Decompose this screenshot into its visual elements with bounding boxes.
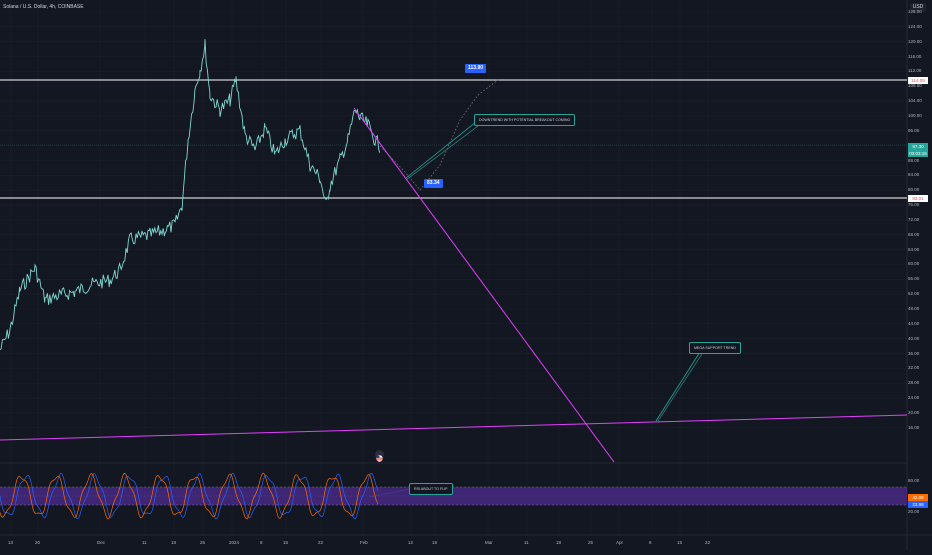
price-tick: 24.00 [908,395,920,401]
callout-high[interactable]: 113.90 [465,64,487,73]
note-connector [655,351,701,422]
note-support[interactable]: MEGA SUPPORT TREND [689,342,741,354]
price-tick: 96.00 [908,127,920,133]
note-connector [657,353,703,422]
price-tick: 36.00 [908,350,920,356]
time-tick: 22 [318,540,324,545]
oscillator-tag: 42.09 [908,494,928,501]
price-line [0,39,381,351]
price-tick: 84.00 [908,172,920,178]
price-tick: 60.00 [908,261,920,267]
price-tick: 104.00 [908,98,922,104]
price-tick: 40.00 [908,335,920,341]
callout-low[interactable]: 83.34 [424,179,443,188]
oscillator-tag: 23.98 [908,501,928,508]
symbol-title: Solana / U.S. Dollar, 4h, COINBASE [3,4,84,10]
stoch-rsi-k [0,472,379,520]
stoch-rsi-d [0,472,379,520]
price-tick: 80.00 [908,187,920,193]
price-tick: 28.00 [908,380,920,386]
time-tick: 2024 [229,540,240,545]
note-connector [405,125,479,181]
time-tick: Dec [97,540,106,545]
price-tick: 16.00 [908,424,920,430]
price-tick: 72.00 [908,216,920,222]
price-tick: 128.00 [908,9,922,14]
price-tick: 76.00 [908,202,920,208]
time-tick: 8 [649,540,652,545]
price-level-tag: 97.30 [908,143,928,150]
time-tick: 12 [408,540,414,545]
price-tick: 100.00 [908,112,922,118]
price-tick: 64.00 [908,246,920,252]
note-downtrend[interactable]: DOWNTREND WITH POTENTIAL BREAKOUT COMING [474,114,576,126]
price-tick: 108.00 [908,83,922,89]
time-tick: 13 [8,540,14,545]
price-tick: 20.00 [908,409,920,415]
time-tick: 20 [35,540,41,545]
price-tick: 124.00 [908,23,922,29]
downtrend-line [353,107,615,463]
price-level-tag: 83.01 [908,195,928,202]
projection-path [379,79,499,191]
currency-button[interactable]: USD [910,3,926,12]
price-tick: 32.00 [908,365,920,371]
price-tick: 120.00 [908,38,922,44]
time-tick: Mar [485,540,493,545]
time-tick: 25 [200,540,206,545]
time-tick: 19 [432,540,438,545]
us-flag-icon[interactable] [375,450,384,462]
time-tick: Apr [616,540,624,545]
price-tick: 44.00 [908,320,920,326]
time-tick: 18 [556,540,562,545]
mega-support-trendline [0,414,908,441]
oscillator-tick: 80.00 [908,478,920,483]
price-tick: 88.00 [908,157,920,163]
note-rsi[interactable]: RSI ABOUT TO FLIP [409,483,453,495]
oscillator-tick: 20.00 [908,509,920,514]
time-tick: 11 [524,540,529,545]
time-tick: 18 [171,540,177,545]
time-tick: 8 [260,540,263,545]
time-tick: 11 [142,540,147,545]
price-tick: 68.00 [908,231,920,237]
time-tick: Feb [360,540,368,545]
note-connector [405,121,477,179]
time-tick: 15 [283,540,289,545]
price-tick: 48.00 [908,306,920,311]
time-tick: 22 [705,540,711,545]
price-level-tag: 03:03:16 [908,150,928,157]
price-tick: 112.00 [908,68,922,74]
time-tick: 25 [588,540,594,545]
price-tick: 52.00 [908,291,920,297]
price-tick: 56.00 [908,276,920,282]
price-level-tag: 114.09 [908,77,928,84]
time-tick: 15 [677,540,683,545]
price-tick: 116.00 [908,53,922,59]
